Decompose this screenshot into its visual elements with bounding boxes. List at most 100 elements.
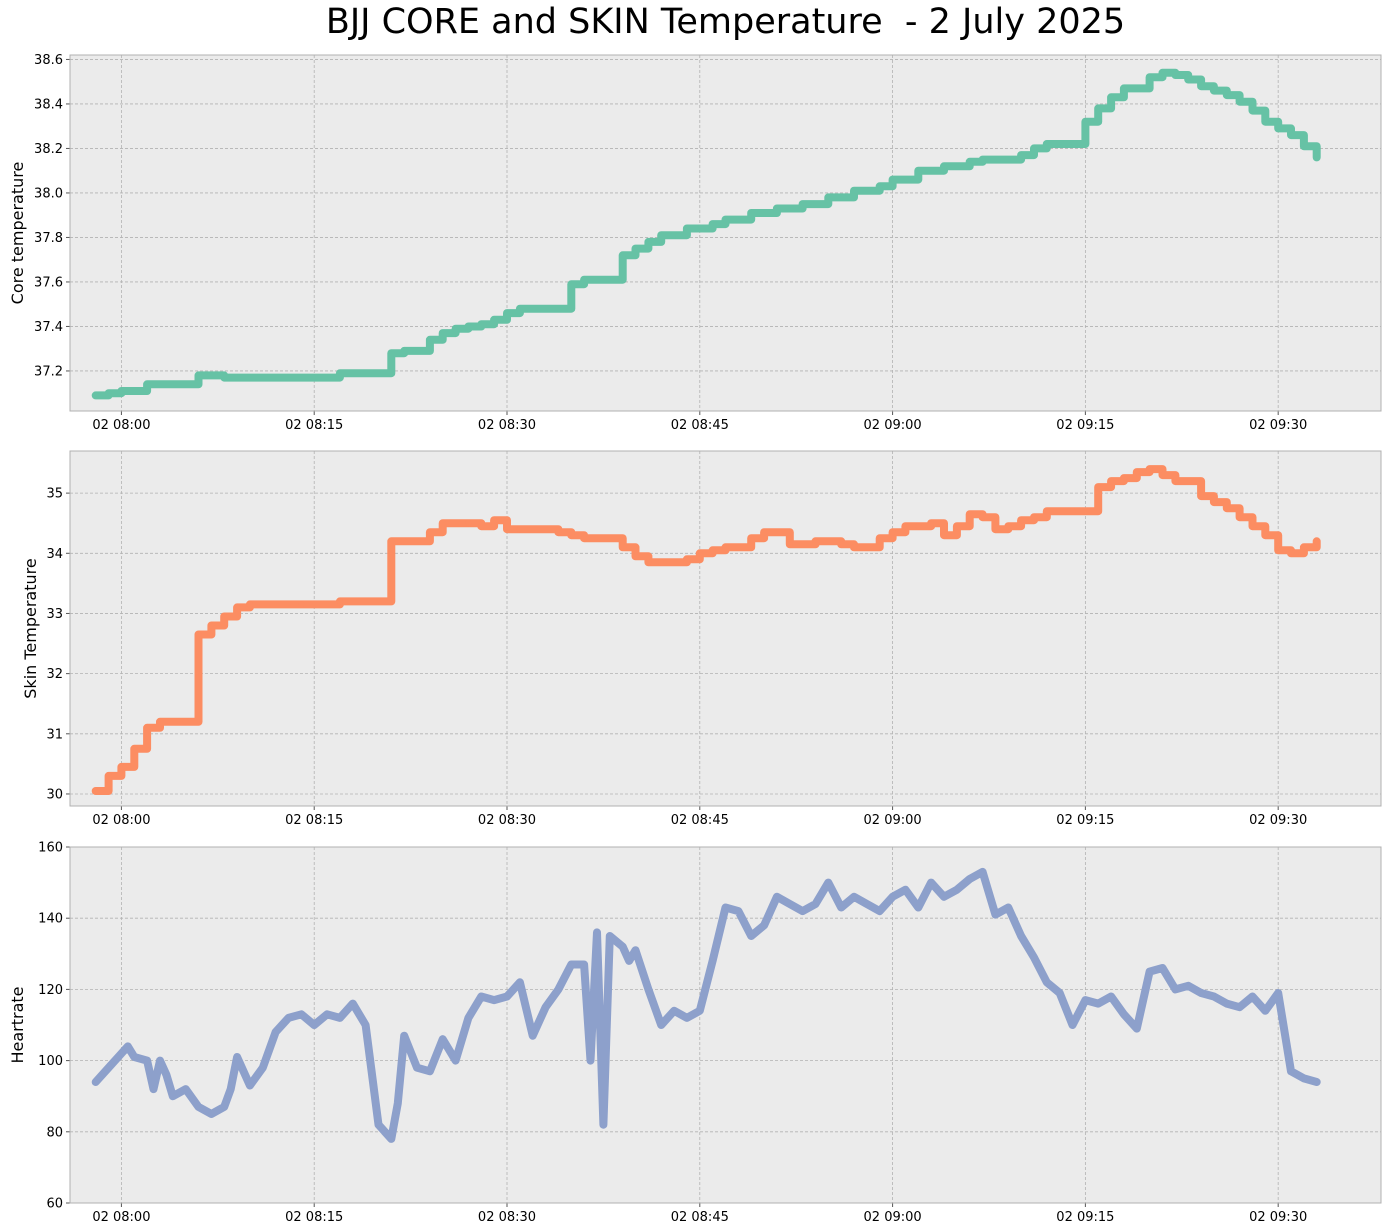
y-tick-label: 140 — [38, 912, 63, 927]
data-point — [465, 1014, 472, 1022]
data-point — [1159, 964, 1166, 972]
x-tick-label: 02 09:30 — [1249, 418, 1307, 433]
data-point — [709, 547, 716, 554]
data-point — [401, 1032, 408, 1039]
x-tick-label: 02 08:15 — [285, 1210, 343, 1225]
data-point — [503, 993, 511, 1000]
data-point — [503, 526, 511, 533]
data-point — [131, 745, 138, 752]
data-point — [298, 601, 305, 608]
y-tick-label: 31 — [46, 727, 63, 742]
data-point — [1133, 1025, 1141, 1032]
data-point — [426, 336, 434, 343]
data-point — [1275, 547, 1282, 554]
data-point — [246, 601, 254, 608]
x-tick-label: 02 08:15 — [285, 813, 343, 828]
data-point — [625, 957, 633, 965]
data-point — [632, 947, 639, 954]
data-point — [1043, 140, 1051, 148]
data-point — [1107, 94, 1115, 101]
data-point — [992, 911, 999, 918]
data-point — [221, 1103, 228, 1111]
data-point — [1107, 477, 1115, 485]
data-point — [156, 1057, 164, 1064]
data-point — [394, 1100, 401, 1107]
data-point — [375, 1121, 382, 1128]
data-point — [542, 1004, 549, 1011]
data-point — [1262, 118, 1269, 125]
data-point — [478, 523, 485, 530]
y-axis-label: Core temperature — [8, 162, 27, 305]
data-point — [1172, 71, 1179, 79]
data-point — [1313, 154, 1320, 161]
data-point — [812, 900, 819, 908]
data-point — [748, 932, 755, 940]
data-point — [516, 979, 524, 986]
data-point — [670, 232, 678, 239]
data-point — [825, 879, 832, 886]
data-point — [1146, 74, 1153, 81]
data-point — [208, 1110, 215, 1118]
data-point — [1197, 83, 1205, 90]
data-point — [1133, 468, 1141, 476]
data-point — [401, 538, 408, 545]
data-point — [979, 156, 986, 163]
data-point — [1082, 996, 1089, 1004]
data-point — [645, 559, 652, 566]
data-point — [490, 316, 498, 323]
data-point — [503, 309, 511, 317]
data-point — [439, 520, 446, 527]
y-tick-label: 37.4 — [34, 320, 63, 335]
data-point — [606, 932, 613, 940]
data-point — [632, 553, 639, 560]
data-point — [1249, 107, 1256, 114]
data-point — [1017, 517, 1025, 524]
data-point — [143, 724, 151, 731]
data-point — [1095, 483, 1102, 491]
y-tick-label: 30 — [46, 787, 63, 802]
data-point — [478, 993, 485, 1000]
data-point — [940, 163, 948, 170]
data-point — [658, 232, 665, 239]
data-point — [748, 209, 755, 217]
data-point — [439, 329, 446, 337]
data-point — [619, 252, 626, 259]
data-point — [1197, 492, 1205, 500]
x-tick-label: 02 08:45 — [671, 418, 729, 433]
data-point — [722, 216, 729, 223]
x-tick-label: 02 09:00 — [864, 813, 922, 828]
data-point — [1197, 989, 1205, 997]
data-point — [735, 907, 742, 915]
x-tick-label: 02 09:15 — [1056, 1210, 1114, 1225]
data-point — [452, 1057, 459, 1064]
data-point — [105, 1064, 112, 1071]
data-point — [773, 893, 781, 900]
chart-title: BJJ CORE and SKIN Temperature - 2 July 2… — [325, 2, 1126, 42]
data-point — [1236, 98, 1243, 105]
data-point — [683, 1014, 691, 1022]
data-point — [118, 763, 125, 771]
data-point — [555, 529, 562, 536]
data-point — [1095, 1000, 1102, 1007]
data-point — [1030, 954, 1038, 961]
data-point — [1287, 550, 1295, 557]
y-tick-label: 38.4 — [34, 97, 63, 112]
data-point — [645, 238, 652, 246]
data-point — [876, 907, 883, 915]
data-point — [953, 523, 961, 530]
data-point — [838, 904, 845, 911]
data-point — [658, 559, 665, 566]
data-point — [195, 372, 202, 379]
x-tick-label: 02 09:00 — [864, 418, 922, 433]
y-tick-label: 33 — [46, 607, 63, 622]
chart-panel-skin: 02 08:00 02 08:15 02 08:30 02 08:45 02 09:00… — [21, 450, 1382, 828]
data-point — [1005, 904, 1012, 911]
y-axis-label: Heartrate — [8, 986, 27, 1063]
data-point — [1005, 156, 1012, 163]
data-point — [825, 194, 832, 201]
data-point — [150, 1085, 157, 1093]
data-point — [233, 374, 241, 381]
data-point — [233, 1053, 241, 1061]
data-point — [182, 718, 189, 725]
data-point — [773, 205, 781, 212]
